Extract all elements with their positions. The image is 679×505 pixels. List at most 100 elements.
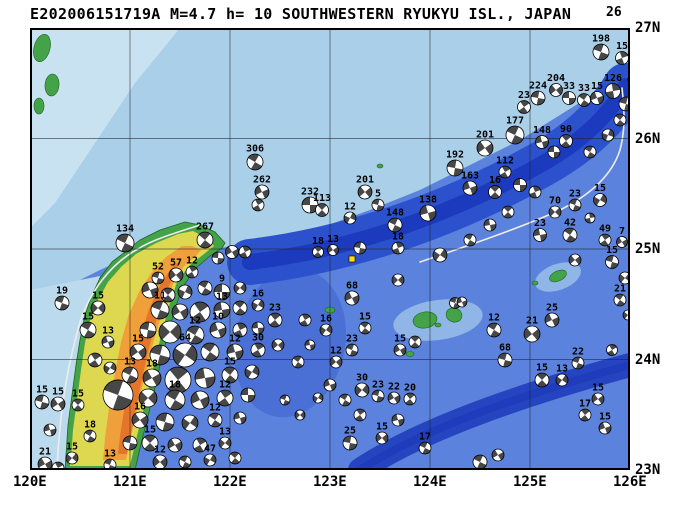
focal-mechanism xyxy=(185,265,199,279)
depth-label: 33 xyxy=(563,81,575,92)
depth-label: 18 xyxy=(392,232,404,243)
compressional-quadrant xyxy=(513,178,520,185)
focal-mechanism xyxy=(178,455,192,469)
compressional-quadrant xyxy=(198,281,209,288)
focal-mechanism-outline xyxy=(216,389,234,407)
compressional-quadrant xyxy=(605,91,615,99)
compressional-quadrant xyxy=(89,360,100,367)
depth-label: 68 xyxy=(346,281,358,292)
compressional-quadrant xyxy=(616,120,625,126)
focal-mechanism xyxy=(353,408,367,422)
focal-mechanism xyxy=(371,198,385,212)
compressional-quadrant xyxy=(241,388,248,395)
focal-mechanism xyxy=(194,367,216,389)
focal-mechanism xyxy=(271,338,285,352)
lat-label-25N: 25N xyxy=(635,241,661,257)
focal-mechanism-outline xyxy=(294,409,306,421)
focal-mechanism xyxy=(291,355,305,369)
focal-mechanism xyxy=(213,283,231,301)
focal-mechanism-outline xyxy=(462,180,478,196)
focal-mechanism xyxy=(131,411,149,429)
depth-label: 33 xyxy=(578,83,590,94)
focal-mechanism xyxy=(598,233,612,247)
compressional-quadrant xyxy=(204,457,210,466)
focal-mechanism-outline xyxy=(584,212,596,224)
compressional-quadrant xyxy=(199,240,212,248)
focal-mechanism xyxy=(323,378,337,392)
compressional-quadrant xyxy=(217,258,224,264)
compressional-quadrant xyxy=(254,343,265,350)
focal-mechanism-outline xyxy=(488,185,502,199)
compressional-quadrant xyxy=(343,436,352,443)
compressional-quadrant xyxy=(123,436,132,443)
focal-mechanism xyxy=(535,135,549,149)
focal-mechanism-outline xyxy=(197,280,213,296)
ryukyu-trench-deep xyxy=(356,361,630,470)
focal-mechanism xyxy=(472,454,488,470)
compressional-quadrant xyxy=(342,400,351,406)
focal-mechanism xyxy=(491,448,505,462)
focal-mechanism xyxy=(449,297,461,309)
compressional-quadrant xyxy=(487,323,498,330)
focal-mechanism-outline xyxy=(171,303,189,321)
lat-label-26N: 26N xyxy=(635,130,661,147)
compressional-quadrant xyxy=(148,391,157,405)
focal-mechanism-outline xyxy=(207,412,223,428)
focal-mechanism xyxy=(387,217,403,233)
compressional-quadrant xyxy=(392,275,398,285)
focal-mechanism-outline xyxy=(101,335,115,349)
compressional-quadrant xyxy=(549,207,555,217)
focal-mechanism xyxy=(513,178,527,192)
depth-label: 16 xyxy=(320,314,332,325)
focal-mechanism xyxy=(189,301,211,323)
compressional-quadrant xyxy=(592,394,598,403)
focal-mechanism xyxy=(327,244,339,256)
focal-mechanism xyxy=(486,322,502,338)
depth-label: 70 xyxy=(549,196,561,207)
focal-mechanism-outline xyxy=(329,355,343,369)
compressional-quadrant xyxy=(235,308,246,315)
focal-mechanism-outline xyxy=(189,301,211,323)
focal-mechanism xyxy=(301,196,319,214)
focal-mechanism-outline xyxy=(315,203,329,217)
focal-mechanism xyxy=(150,300,170,320)
compressional-quadrant xyxy=(545,313,552,323)
focal-mechanism xyxy=(158,320,182,344)
depth-label: 20 xyxy=(404,383,416,394)
depth-label: 22 xyxy=(388,382,400,393)
depth-label: 13 xyxy=(124,357,136,368)
focal-mechanism xyxy=(530,90,546,106)
focal-mechanism xyxy=(393,343,407,357)
lon-label-120E: 120E xyxy=(13,474,47,490)
focal-mechanism xyxy=(185,325,205,345)
depth-label: 23 xyxy=(534,218,546,229)
focal-mechanism xyxy=(497,352,513,368)
focal-mechanism-outline xyxy=(598,421,612,435)
compressional-quadrant xyxy=(562,91,569,98)
compressional-quadrant xyxy=(240,283,246,292)
compressional-quadrant xyxy=(433,250,440,261)
focal-mechanism-outline xyxy=(498,165,512,179)
focal-mechanism xyxy=(207,412,223,428)
focal-mechanism-outline xyxy=(139,321,157,339)
focal-mechanism xyxy=(419,204,437,222)
hateruma-island xyxy=(405,351,415,357)
depth-label: 12 xyxy=(186,256,198,267)
focal-mechanism xyxy=(562,91,576,105)
compressional-quadrant xyxy=(84,430,93,436)
depth-label: 262 xyxy=(253,175,271,186)
focal-mechanism xyxy=(345,343,359,357)
compressional-quadrant xyxy=(600,194,607,204)
focal-mechanism xyxy=(232,300,248,316)
compressional-quadrant xyxy=(511,135,524,144)
focal-mechanism xyxy=(571,356,585,370)
compressional-quadrant xyxy=(354,242,362,248)
compressional-quadrant xyxy=(234,284,240,293)
focal-mechanism-outline xyxy=(87,352,103,368)
compressional-quadrant xyxy=(169,269,176,280)
compressional-quadrant xyxy=(233,330,243,337)
lon-label-123E: 123E xyxy=(313,474,347,490)
depth-label: 47 xyxy=(204,444,216,455)
focal-mechanism-outline xyxy=(203,453,217,467)
